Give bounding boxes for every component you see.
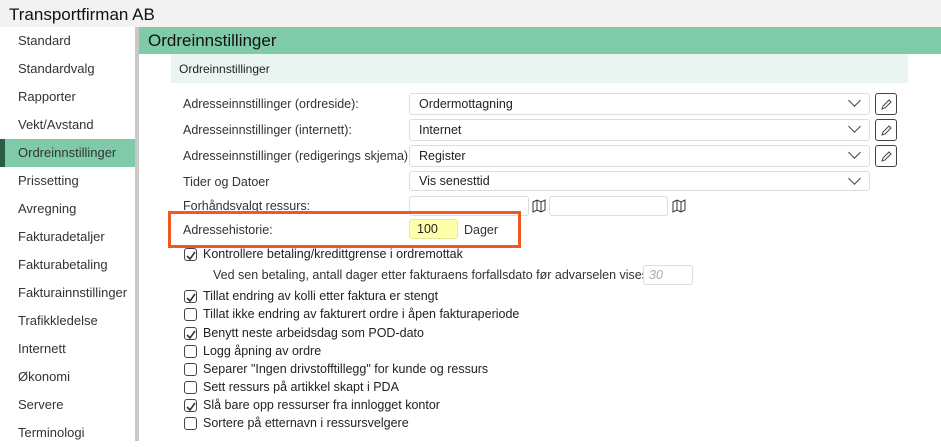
map-icon[interactable] (672, 199, 686, 213)
resource-label: Forhåndsvalgt ressurs: (183, 199, 311, 213)
sidebar: Standard Standardvalg Rapporter Vekt/Avstan… (0, 27, 135, 441)
sidebar-item[interactable]: Økonomi (18, 369, 71, 384)
sidebar-item[interactable]: Standardvalg (18, 61, 95, 76)
check-icon (186, 402, 196, 412)
checkbox-label: Slå bare opp ressurser fra innlogget kon… (203, 398, 440, 412)
check-icon (186, 251, 196, 261)
checkbox[interactable] (184, 417, 197, 430)
sidebar-item[interactable]: Vekt/Avstand (18, 117, 94, 132)
chevron-down-icon (848, 146, 861, 159)
late-payment-input[interactable]: 30 (643, 265, 693, 285)
times-label: Tider og Datoer (183, 175, 270, 189)
sidebar-item[interactable]: Fakturadetaljer (18, 229, 105, 244)
checkbox[interactable] (184, 399, 197, 412)
chevron-down-icon (848, 172, 861, 185)
checkbox-label: Tillat endring av kolli etter faktura er… (203, 289, 439, 303)
check-icon (186, 293, 196, 303)
edit-addr-edit-button[interactable] (875, 145, 897, 167)
highlight-box (168, 211, 521, 248)
selected-value: Internet (419, 123, 462, 137)
resource-input-2[interactable] (549, 196, 668, 216)
addr-edit-label: Adresseinnstillinger (redigerings skjema… (183, 149, 412, 163)
selected-value: Vis senesttid (419, 174, 490, 188)
selected-value: Ordermottagning (419, 97, 513, 111)
checkbox-label: Separer "Ingen drivstofftillegg" for kun… (203, 362, 489, 376)
history-label: Adressehistorie: (183, 223, 273, 237)
addr-edit-select[interactable]: Register (409, 145, 870, 167)
checkbox-label: Kontrollere betaling/kredittgrense i ord… (203, 247, 463, 261)
pencil-icon (881, 125, 892, 136)
page-title: Ordreinnstillinger (139, 27, 941, 54)
addr-internet-label: Adresseinnstillinger (internett): (183, 123, 352, 137)
checkbox[interactable] (184, 363, 197, 376)
sidebar-item[interactable]: Rapporter (18, 89, 76, 104)
sidebar-item[interactable]: Servere (18, 397, 64, 412)
checkbox[interactable] (184, 290, 197, 303)
history-input[interactable]: 100 (409, 219, 458, 239)
checkbox[interactable] (184, 248, 197, 261)
addr-order-label: Adresseinnstillinger (ordreside): (183, 97, 359, 111)
checkbox-label: Logg åpning av ordre (203, 344, 322, 358)
history-unit: Dager (464, 223, 499, 237)
app-title: Transportfirman AB (0, 0, 941, 27)
sidebar-item[interactable]: Trafikkledelse (18, 313, 98, 328)
sidebar-item[interactable]: Fakturabetaling (18, 257, 108, 272)
sidebar-scrollbar[interactable] (135, 27, 139, 441)
chevron-down-icon (848, 120, 861, 133)
checkbox[interactable] (184, 308, 197, 321)
edit-addr-order-button[interactable] (875, 93, 897, 115)
pencil-icon (881, 151, 892, 162)
selected-value: Register (419, 149, 466, 163)
times-select[interactable]: Vis senesttid (409, 171, 870, 191)
map-icon[interactable] (532, 199, 546, 213)
checkbox-label: Sortere på etternavn i ressursvelgere (203, 416, 409, 430)
edit-addr-internet-button[interactable] (875, 119, 897, 141)
sidebar-item[interactable]: Prissetting (18, 173, 79, 188)
pencil-icon (881, 99, 892, 110)
sidebar-item[interactable]: Standard (18, 33, 71, 48)
late-payment-label: Ved sen betaling, antall dager etter fak… (213, 268, 652, 282)
sidebar-item[interactable]: Ordreinnstillinger (0, 139, 135, 167)
sidebar-item[interactable]: Avregning (18, 201, 77, 216)
sidebar-item[interactable]: Terminologi (18, 425, 85, 440)
sidebar-item[interactable]: Internett (18, 341, 66, 356)
addr-order-select[interactable]: Ordermottagning (409, 93, 870, 115)
addr-internet-select[interactable]: Internet (409, 119, 870, 141)
sidebar-item[interactable]: Fakturainnstillinger (18, 285, 128, 300)
check-icon (186, 330, 196, 340)
checkbox-label: Tillat ikke endring av fakturert ordre i… (203, 307, 520, 321)
section-title: Ordreinnstillinger (171, 54, 908, 83)
checkbox[interactable] (184, 327, 197, 340)
checkbox-label: Benytt neste arbeidsdag som POD-dato (203, 326, 424, 340)
checkbox[interactable] (184, 381, 197, 394)
chevron-down-icon (848, 94, 861, 107)
checkbox-label: Sett ressurs på artikkel skapt i PDA (203, 380, 399, 394)
checkbox[interactable] (184, 345, 197, 358)
